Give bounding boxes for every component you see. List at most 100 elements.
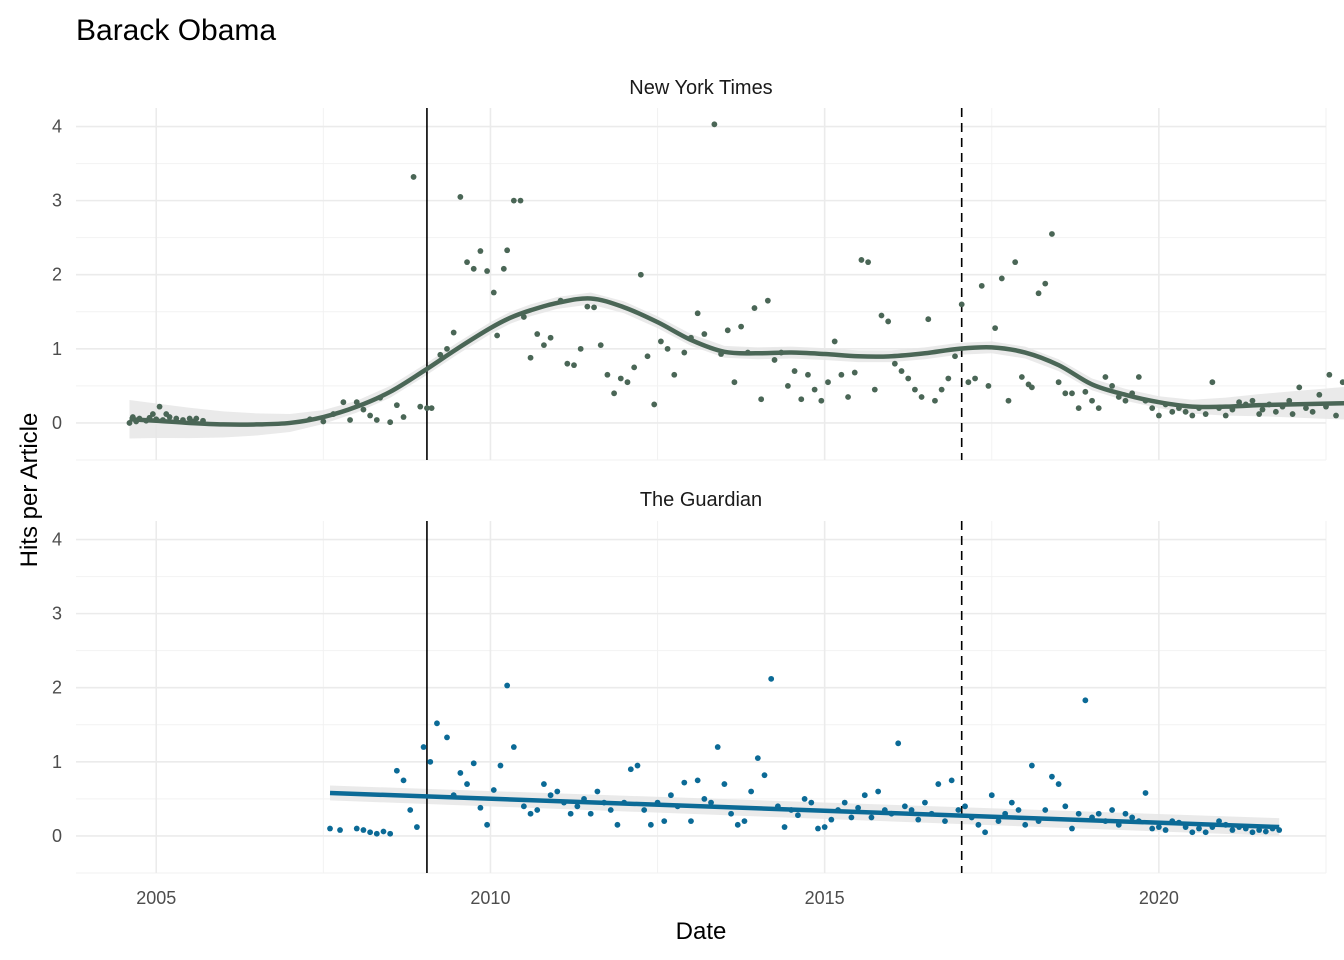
- nyt-point: [1042, 281, 1048, 287]
- guardian-point: [715, 744, 721, 750]
- chart-title: Barack Obama: [76, 14, 276, 47]
- nyt-point: [832, 339, 838, 345]
- nyt-point: [611, 390, 617, 396]
- guardian-point: [1163, 827, 1169, 833]
- nyt-point: [638, 272, 644, 278]
- nyt-point: [180, 417, 186, 423]
- nyt-point: [765, 298, 771, 304]
- nyt-point: [1156, 413, 1162, 419]
- guardian-point: [1216, 818, 1222, 824]
- nyt-point: [347, 417, 353, 423]
- nyt-point: [872, 387, 878, 393]
- nyt-point: [1176, 405, 1182, 411]
- guardian-point: [688, 818, 694, 824]
- nyt-point: [361, 407, 367, 413]
- guardian-point: [762, 772, 768, 778]
- nyt-point: [1303, 405, 1309, 411]
- guardian-point: [484, 822, 490, 828]
- guardian-point: [915, 817, 921, 823]
- guardian-point: [327, 826, 333, 832]
- nyt-point: [1129, 390, 1135, 396]
- guardian-point: [434, 720, 440, 726]
- nyt-point: [1243, 402, 1249, 408]
- nyt-point: [798, 396, 804, 402]
- nyt-y-tick-labels: 0 1 2 3 4: [52, 117, 62, 433]
- nyt-point: [354, 399, 360, 405]
- guardian-y-tick-labels: 0 1 2 3 4: [52, 530, 62, 846]
- nyt-y-tick-label: 1: [52, 339, 62, 359]
- nyt-point: [778, 350, 784, 356]
- nyt-point: [772, 357, 778, 363]
- guardian-point: [1089, 815, 1095, 821]
- nyt-confidence-band: [129, 293, 1344, 439]
- guardian-point: [855, 805, 861, 811]
- nyt-point: [1236, 399, 1242, 405]
- nyt-point: [464, 259, 470, 265]
- guardian-point: [337, 827, 343, 833]
- guardian-point: [782, 824, 788, 830]
- guardian-point: [795, 812, 801, 818]
- guardian-point: [976, 822, 982, 828]
- nyt-point: [852, 370, 858, 376]
- guardian-point: [922, 800, 928, 806]
- nyt-point: [127, 420, 133, 426]
- guardian-point: [708, 800, 714, 806]
- nyt-point: [1123, 398, 1129, 404]
- guardian-point: [1183, 824, 1189, 830]
- nyt-point: [812, 387, 818, 393]
- guardian-point: [1049, 774, 1055, 780]
- guardian-point: [1223, 822, 1229, 828]
- x-tick-label: 2010: [470, 888, 510, 908]
- nyt-point: [688, 335, 694, 341]
- guardian-point: [962, 803, 968, 809]
- nyt-y-tick-label: 3: [52, 191, 62, 211]
- nyt-point: [752, 305, 758, 311]
- guardian-point: [822, 824, 828, 830]
- nyt-ribbon: [129, 293, 1344, 439]
- nyt-point: [167, 414, 173, 420]
- guardian-point: [1263, 829, 1269, 835]
- guardian-point: [444, 734, 450, 740]
- guardian-point: [1062, 803, 1068, 809]
- guardian-point: [1143, 790, 1149, 796]
- guardian-point: [748, 789, 754, 795]
- guardian-point: [608, 807, 614, 813]
- guardian-point: [561, 800, 567, 806]
- nyt-point: [1340, 379, 1344, 385]
- nyt-point: [645, 353, 651, 359]
- nyt-point: [1149, 405, 1155, 411]
- guardian-point: [511, 744, 517, 750]
- nyt-point: [193, 416, 199, 422]
- guardian-point: [1250, 829, 1256, 835]
- nyt-point: [200, 418, 206, 424]
- nyt-grid: [76, 108, 1326, 460]
- nyt-point: [548, 335, 554, 341]
- nyt-point: [1109, 383, 1115, 389]
- guardian-point: [401, 777, 407, 783]
- nyt-point: [1056, 379, 1062, 385]
- nyt-point: [695, 310, 701, 316]
- nyt-point: [979, 283, 985, 289]
- nyt-point: [377, 395, 383, 401]
- guardian-point: [451, 792, 457, 798]
- nyt-point: [1096, 405, 1102, 411]
- nyt-point: [1230, 407, 1236, 413]
- guardian-point: [1103, 818, 1109, 824]
- nyt-points: [127, 121, 1344, 425]
- nyt-point: [173, 416, 179, 422]
- nyt-point: [1062, 390, 1068, 396]
- nyt-point: [484, 268, 490, 274]
- nyt-point: [528, 355, 534, 361]
- nyt-point: [845, 394, 851, 400]
- guardian-point: [588, 811, 594, 817]
- nyt-point: [725, 327, 731, 333]
- guardian-point: [775, 803, 781, 809]
- guardian-point: [828, 817, 834, 823]
- nyt-point: [1006, 398, 1012, 404]
- nyt-point: [865, 259, 871, 265]
- nyt-point: [157, 404, 163, 410]
- nyt-point: [605, 372, 611, 378]
- nyt-point: [1116, 394, 1122, 400]
- nyt-point: [892, 361, 898, 367]
- nyt-point: [1019, 374, 1025, 380]
